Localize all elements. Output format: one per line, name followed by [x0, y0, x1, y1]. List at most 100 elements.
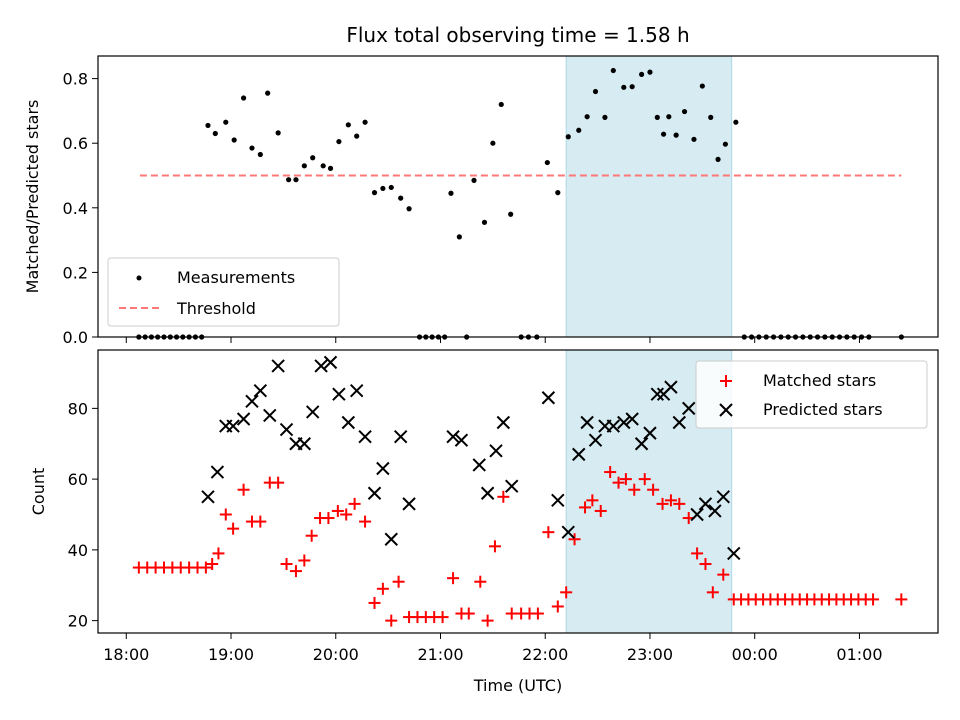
x-tick-label: 01:00: [836, 645, 882, 664]
y-tick-label: 60: [68, 470, 88, 489]
y-tick-label: 20: [68, 612, 88, 631]
predicted-star-point: [393, 429, 408, 444]
predicted-star-point: [572, 447, 586, 462]
matched-star-point: [699, 558, 712, 571]
matched-star-point: [717, 568, 730, 581]
matched-star-point: [340, 508, 353, 521]
legend-label-measurements: Measurements: [177, 268, 295, 287]
predicted-star-point-b: [332, 387, 346, 401]
matched-star-point: [656, 497, 669, 510]
measurement-point: [481, 219, 488, 225]
matched-star-point: [376, 582, 389, 595]
measurement-point: [498, 101, 504, 108]
legend-label-predicted: Predicted stars: [763, 400, 883, 419]
legend-marker-matched: [720, 375, 732, 387]
matched-star-point: [531, 607, 544, 620]
predicted-star-point: [402, 497, 416, 511]
matched-star-point: [298, 554, 311, 567]
measurement-point: [212, 130, 218, 137]
predicted-star-point-b: [716, 490, 730, 504]
measurement-point: [286, 177, 292, 183]
predicted-star-point: [245, 394, 259, 409]
measurement-point: [310, 155, 316, 161]
matched-star-point: [219, 508, 232, 521]
predicted-star-point-b: [297, 437, 312, 451]
predicted-star-point: [271, 359, 285, 373]
predicted-star-point: [672, 415, 687, 430]
measurement-point: [354, 133, 360, 139]
matched-star-point: [594, 504, 607, 517]
predicted-star-point: [561, 525, 575, 539]
measurement-point: [320, 163, 326, 169]
matched-star-point: [586, 494, 599, 507]
matched-star-point: [612, 476, 625, 489]
matched-star-point: [664, 494, 677, 507]
legend-label-threshold: Threshold: [176, 299, 256, 318]
predicted-star-point: [551, 493, 565, 508]
measurement-point: [456, 234, 462, 240]
predicted-star-point-b: [489, 444, 503, 458]
matched-star-point: [462, 607, 475, 620]
measurement-point: [666, 114, 672, 120]
measurement-point: [406, 206, 412, 212]
predicted-star-point: [698, 497, 713, 511]
measurement-point: [602, 114, 608, 120]
measurement-point: [544, 159, 550, 166]
predicted-star-point-b: [454, 433, 469, 447]
matched-star-point: [322, 512, 335, 525]
matched-star-point: [237, 483, 250, 496]
measurement-point: [638, 71, 645, 78]
matched-star-point: [628, 483, 641, 496]
x-tick-label: 23:00: [627, 645, 673, 664]
predicted-star-point: [480, 486, 495, 500]
matched-star-point: [206, 558, 219, 571]
predicted-star-point: [384, 532, 398, 546]
matched-star-point: [212, 547, 225, 560]
measurement-point: [699, 83, 705, 89]
x-axis-label: Time (UTC): [473, 676, 562, 695]
x-tick-label: 20:00: [313, 645, 359, 664]
predicted-star-point: [323, 355, 338, 370]
count-panel: 20 40 60 80 18:00 19:00 20:00 21:00 22:00 23:00 0…: [29, 349, 939, 695]
x-tick-label: 21:00: [417, 645, 463, 664]
predicted-star-point-b: [376, 461, 390, 476]
legend-x: [719, 403, 733, 417]
measurement-point: [380, 185, 386, 192]
y-tick-label: 0.6: [63, 134, 88, 153]
predicted-star-point-b: [253, 383, 268, 398]
predicted-star-point-b: [580, 415, 594, 430]
predicted-star-point: [505, 479, 519, 493]
predicted-star-point-b: [472, 458, 486, 472]
predicted-star-point: [358, 429, 372, 444]
predicted-star-point-b: [617, 415, 631, 430]
count-points: [132, 355, 908, 627]
predicted-star-point-b: [664, 380, 678, 394]
measurement-point: [654, 114, 660, 120]
matched-star-point: [331, 504, 344, 517]
y-axis-ticks: 20 40 60 80: [68, 399, 98, 631]
predicted-star-point: [263, 408, 277, 423]
predicted-star-point-b: [643, 426, 657, 440]
measurement-point: [508, 211, 514, 217]
matched-star-point: [895, 593, 908, 606]
predicted-star-point-b: [672, 415, 687, 430]
matched-star-point: [867, 593, 880, 606]
predicted-star-point: [210, 465, 225, 479]
predicted-star-point-b: [541, 391, 556, 405]
y-tick-label: 0.4: [63, 199, 88, 218]
predicted-star-point-b: [505, 479, 519, 493]
measurement-point: [223, 119, 229, 125]
predicted-star-point: [489, 444, 503, 458]
observing-window-span: [565, 55, 733, 338]
predicted-star-point-b: [561, 525, 575, 539]
predicted-star-point-b: [572, 447, 586, 462]
measurement-point: [647, 69, 653, 75]
predicted-star-point: [367, 486, 382, 500]
y-tick-label: 40: [68, 541, 88, 560]
matched-star-point: [385, 614, 398, 627]
matched-star-point: [497, 490, 510, 503]
measurement-point: [584, 114, 590, 120]
legend: Measurements Threshold: [107, 257, 340, 327]
predicted-star-point-b: [650, 387, 665, 401]
predicted-star-point-b: [384, 532, 398, 546]
